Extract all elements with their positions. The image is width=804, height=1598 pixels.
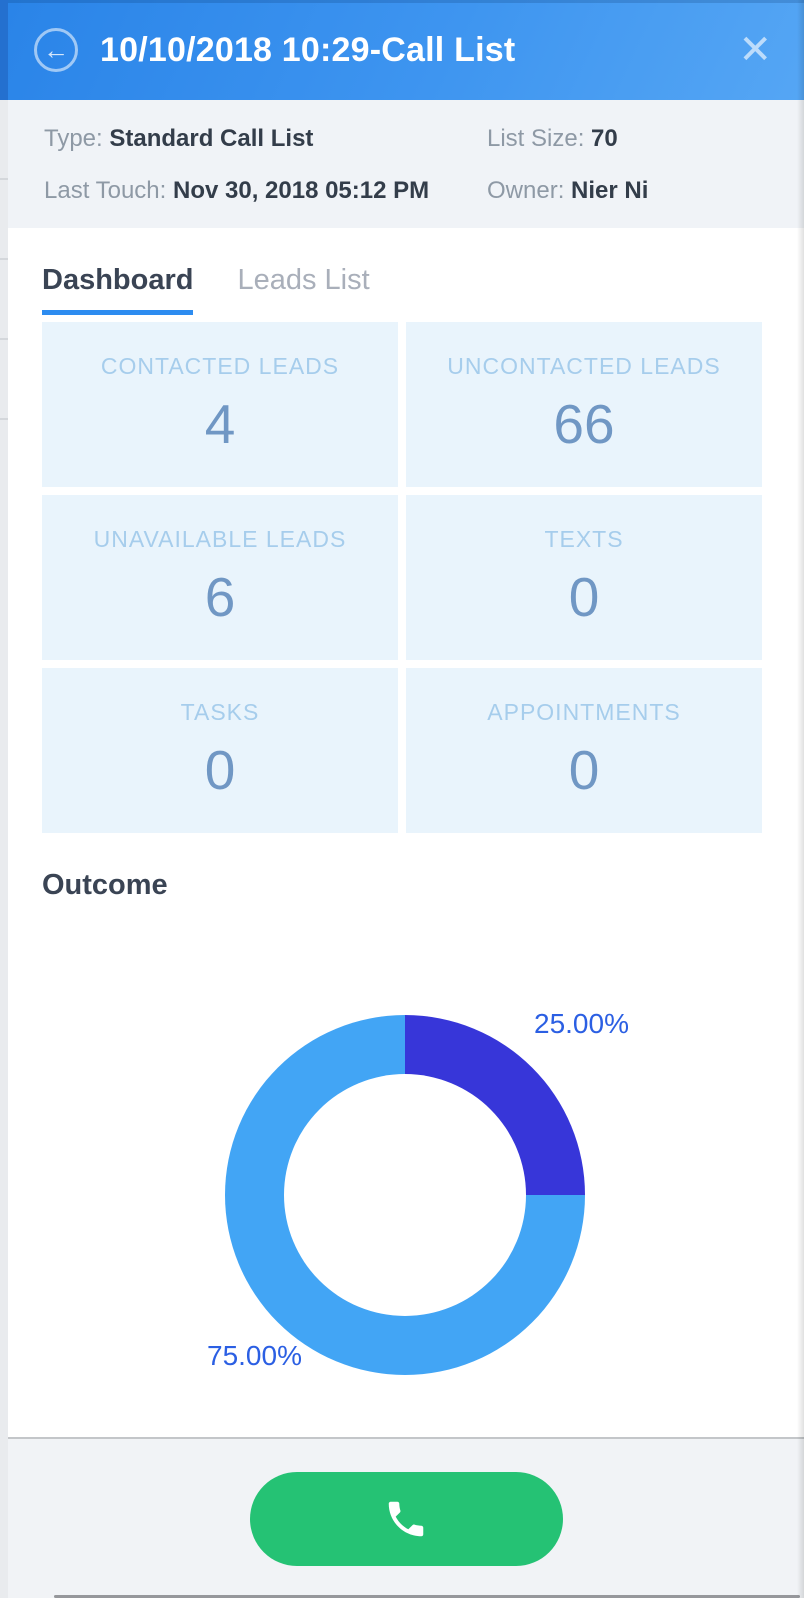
- stat-card-contacted-leads: CONTACTED LEADS 4: [42, 322, 398, 487]
- last-touch-value: Nov 30, 2018 05:12 PM: [172, 177, 430, 204]
- donut-label-contacted-pct: 25.00%: [534, 1008, 629, 1039]
- list-size-label: List Size:: [487, 125, 585, 152]
- stat-value: 0: [568, 566, 600, 628]
- outcome-section-title: Outcome: [42, 869, 168, 901]
- stat-card-appointments: APPOINTMENTS 0: [406, 668, 762, 833]
- phone-icon: [388, 1501, 424, 1536]
- background-header-sliver: [0, 0, 8, 100]
- list-size: List Size: 70: [487, 125, 768, 153]
- type-value: Standard Call List: [109, 125, 314, 152]
- type-label: Type:: [44, 125, 103, 152]
- stat-card-unavailable-leads: UNAVAILABLE LEADS 6: [42, 495, 398, 660]
- stat-label: UNAVAILABLE LEADS: [93, 526, 347, 552]
- stat-label: UNCONTACTED LEADS: [447, 353, 721, 379]
- owner-label: Owner:: [487, 177, 565, 204]
- back-icon[interactable]: ←: [34, 28, 78, 72]
- list-type: Type: Standard Call List: [44, 125, 487, 153]
- dashboard-content: Dashboard Leads List CONTACTED LEADS 4 U…: [8, 228, 804, 1437]
- stat-card-uncontacted-leads: UNCONTACTED LEADS 66: [406, 322, 762, 487]
- stat-card-texts: TEXTS 0: [406, 495, 762, 660]
- close-icon[interactable]: ✕: [738, 28, 772, 72]
- owner-value: Nier Ni: [571, 177, 649, 204]
- stat-value: 0: [568, 739, 600, 801]
- tab-bar: Dashboard Leads List: [42, 264, 762, 315]
- stat-label: CONTACTED LEADS: [100, 353, 340, 379]
- owner: Owner: Nier Ni: [487, 177, 768, 205]
- page-title: 10/10/2018 10:29-Call List: [100, 30, 516, 69]
- stat-value: 66: [553, 393, 615, 455]
- outcome-chart: 25.00% 75.00%: [42, 902, 762, 1437]
- last-touch-label: Last Touch:: [44, 177, 167, 204]
- stat-value: 4: [204, 393, 236, 455]
- call-list-modal: ← 10/10/2018 10:29-Call List ✕ Type: Sta…: [8, 0, 804, 1598]
- last-touch: Last Touch: Nov 30, 2018 05:12 PM: [44, 177, 487, 205]
- list-size-value: 70: [591, 125, 618, 152]
- stat-value: 6: [204, 566, 236, 628]
- call-button[interactable]: [249, 1471, 563, 1566]
- background-page-sliver: [0, 0, 8, 1598]
- modal-header: ← 10/10/2018 10:29-Call List ✕: [8, 0, 804, 100]
- stat-label: TASKS: [180, 699, 260, 725]
- tab-leads-list[interactable]: Leads List: [237, 264, 370, 296]
- stat-label: TEXTS: [544, 526, 624, 552]
- tab-dashboard[interactable]: Dashboard: [42, 264, 194, 315]
- list-info-panel: Type: Standard Call List List Size: 70 L…: [8, 100, 804, 228]
- stats-grid: CONTACTED LEADS 4 UNCONTACTED LEADS 66 U…: [42, 322, 762, 833]
- stat-label: APPOINTMENTS: [487, 699, 681, 725]
- donut-label-uncontacted-pct: 75.00%: [207, 1340, 302, 1371]
- call-action-bar: [8, 1437, 804, 1598]
- outcome-donut: [225, 1015, 585, 1375]
- stat-card-tasks: TASKS 0: [42, 668, 398, 833]
- stat-value: 0: [204, 739, 236, 801]
